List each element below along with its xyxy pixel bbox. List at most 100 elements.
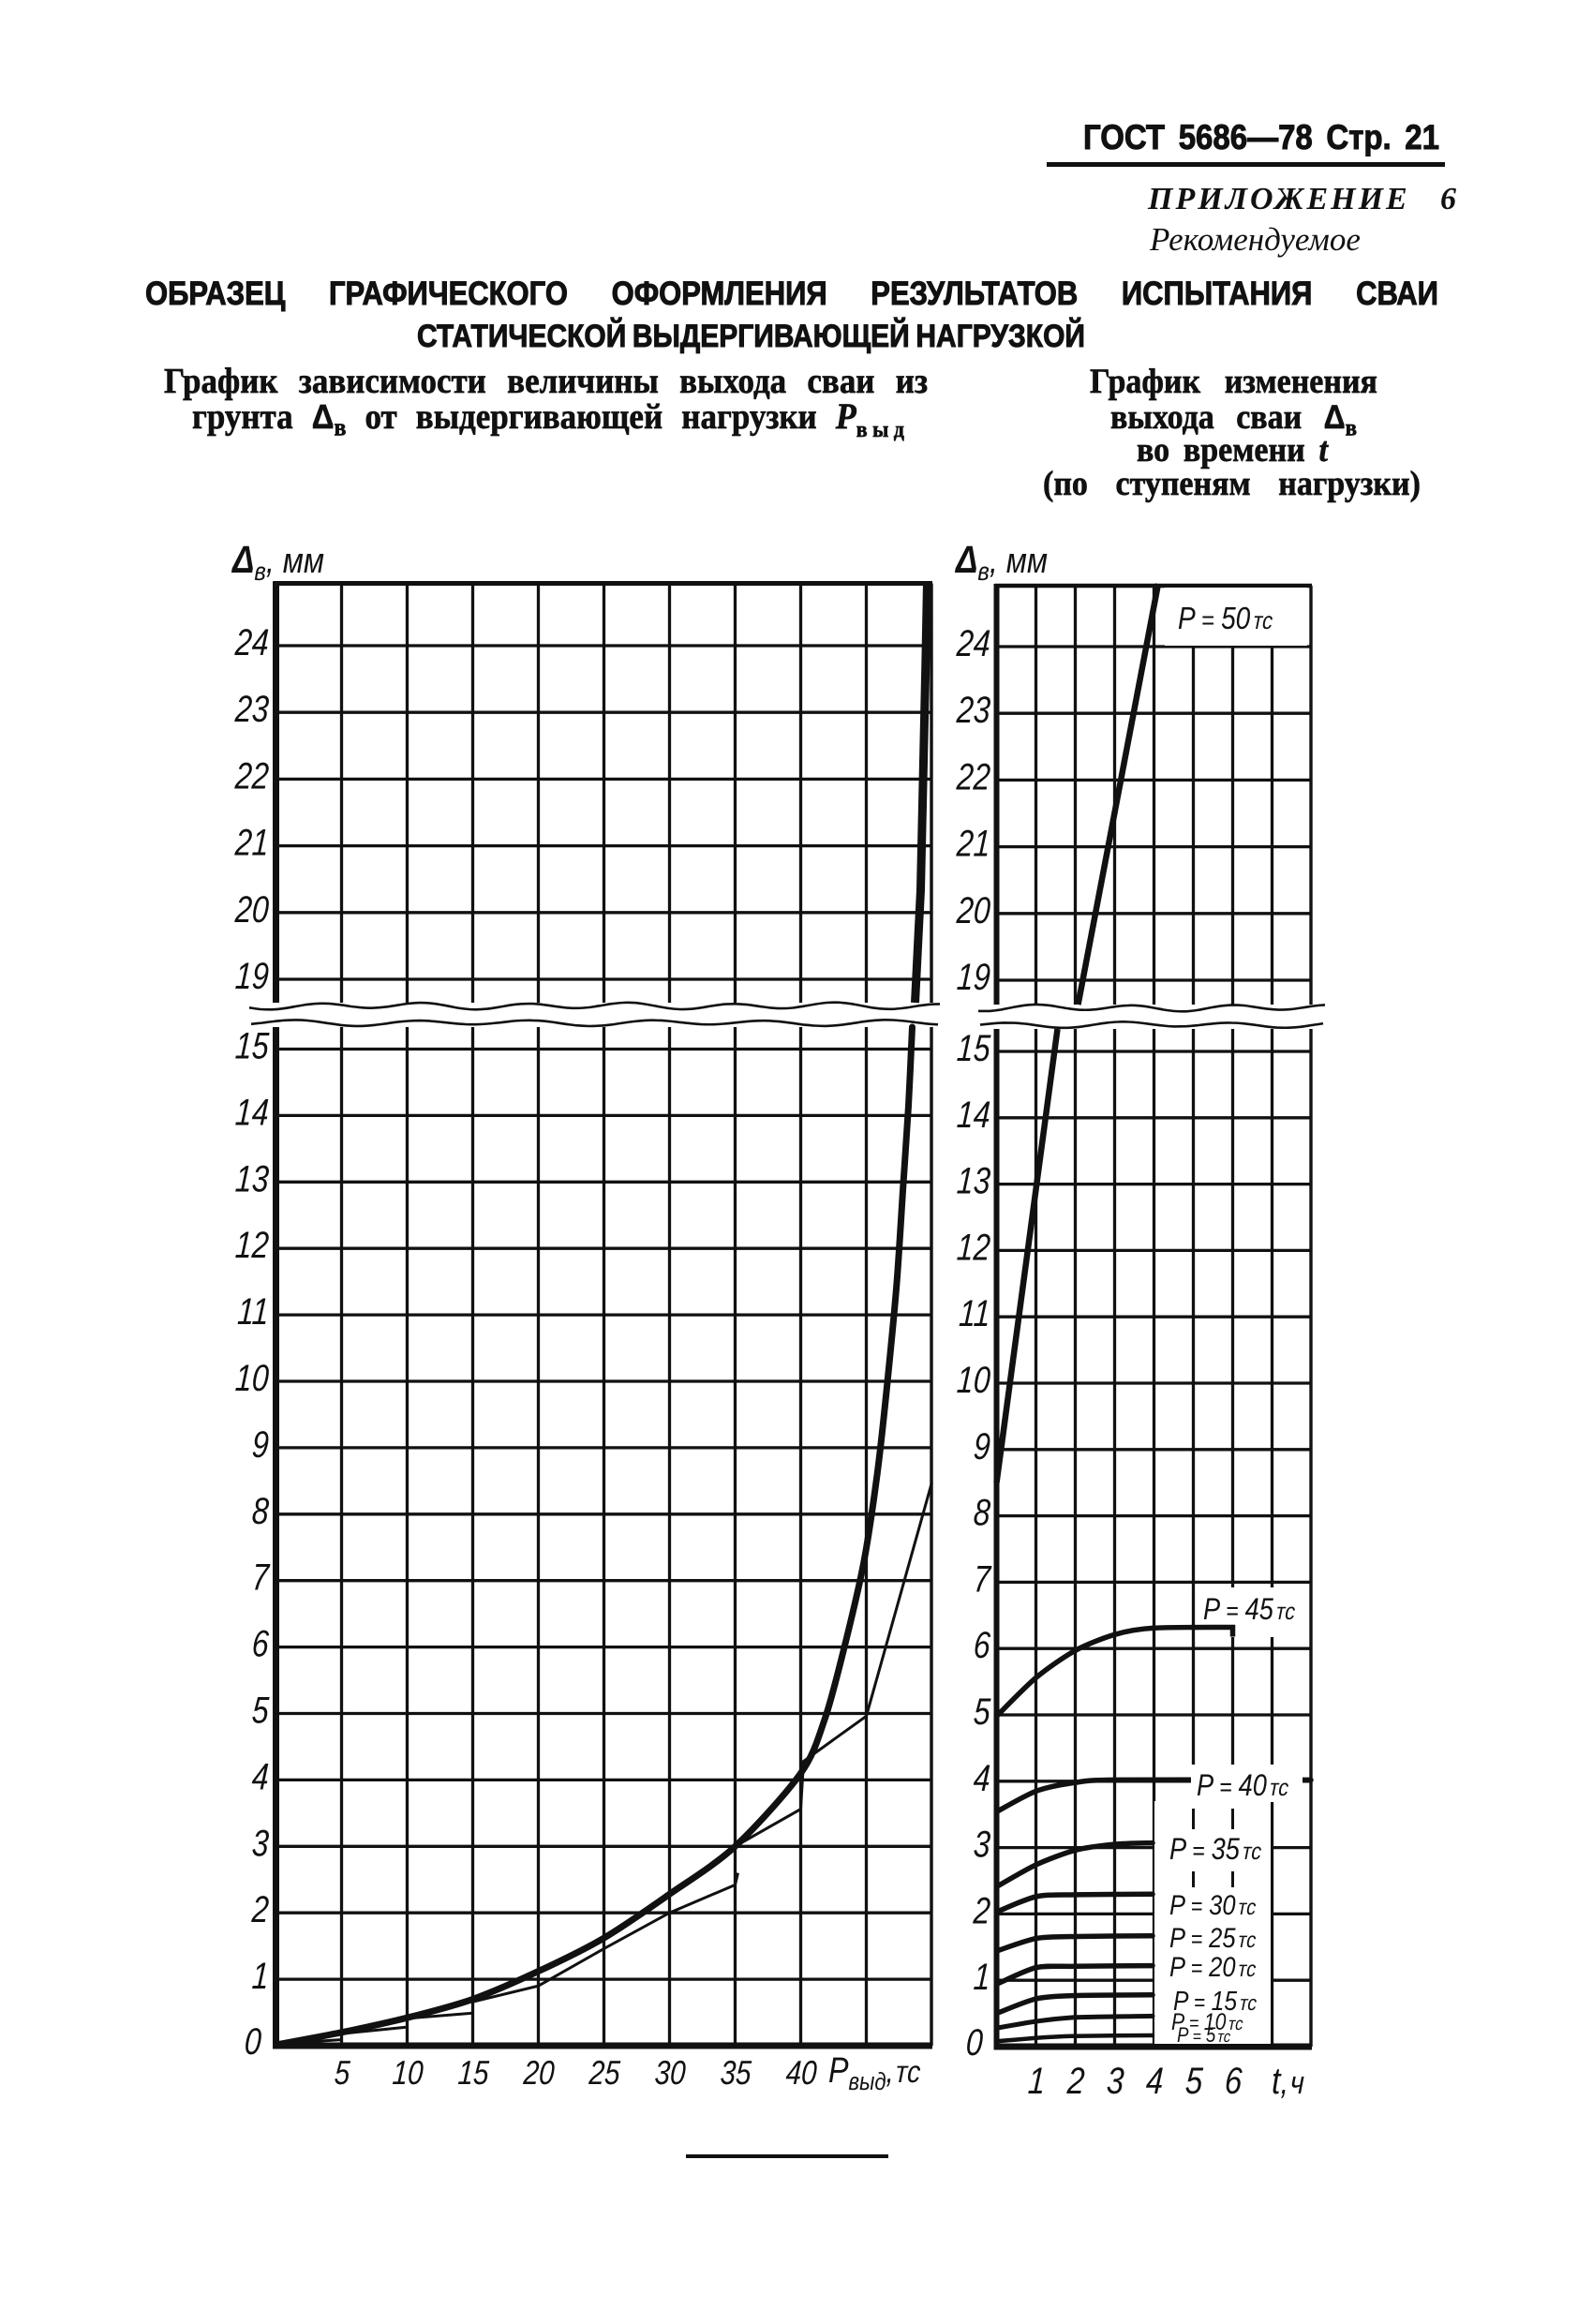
svg-text:8: 8 [251,1489,270,1531]
svg-text:График: График [164,360,278,400]
svg-text:7: 7 [251,1556,272,1598]
svg-text:2: 2 [1065,2060,1086,2102]
svg-text:20: 20 [955,888,991,931]
svg-text:15: 15 [956,1027,992,1069]
svg-text:4: 4 [251,1755,270,1797]
svg-text:45: 45 [1245,1593,1274,1627]
svg-text:25: 25 [588,2053,622,2091]
svg-text:ч: ч [1287,2064,1308,2100]
svg-text:=: = [1219,1773,1232,1801]
svg-text:2: 2 [250,1888,270,1930]
svg-text:Р: Р [1203,1593,1220,1627]
svg-text:зависимости: зависимости [299,360,486,400]
svg-text:Δв: Δв [1324,400,1357,441]
svg-text:ГОСТ: ГОСТ [1083,118,1166,156]
svg-text:сваи: сваи [1236,397,1302,437]
svg-text:10: 10 [1204,2008,1227,2034]
svg-text:времени: времени [1184,430,1305,469]
svg-text:22: 22 [955,755,991,797]
svg-text:выхода: выхода [1110,397,1214,437]
svg-text:9: 9 [251,1423,270,1465]
svg-text:4: 4 [1145,2060,1165,2102]
svg-text:Δ: Δ [231,539,254,581]
svg-text:тс: тс [1238,1992,1259,2016]
svg-text:=: = [1192,1837,1205,1865]
svg-text:25: 25 [1208,1922,1236,1953]
svg-text:ПРИЛОЖЕНИЕ: ПРИЛОЖЕНИЕ [1147,182,1410,216]
svg-text:тс: тс [892,2054,924,2089]
svg-text:14: 14 [234,1091,270,1133]
svg-text:2: 2 [972,1889,991,1931]
svg-text:выдергивающей: выдергивающей [416,396,663,437]
svg-text:15: 15 [1212,1986,1238,2016]
svg-text:=: = [1194,1989,1205,2015]
svg-text:15: 15 [234,1024,271,1066]
svg-text:выд: выд [849,2068,886,2095]
svg-text:Р: Р [1169,1889,1185,1920]
svg-text:=: = [1191,1927,1203,1953]
svg-text:Рв ы д: Рв ы д [835,396,904,443]
svg-text:Р: Р [1169,1922,1185,1953]
svg-text:20: 20 [233,887,270,930]
svg-text:10: 10 [392,2053,425,2091]
svg-text:11: 11 [958,1292,991,1334]
svg-text:Р: Р [1169,1833,1186,1867]
svg-text:10: 10 [234,1357,270,1399]
svg-text:1: 1 [251,1955,270,1997]
svg-text:в: в [254,556,265,586]
svg-text:Р: Р [1197,1769,1213,1803]
svg-text:20: 20 [1208,1951,1236,1982]
svg-text:во: во [1137,430,1169,469]
svg-text:6: 6 [973,1624,992,1666]
svg-text:30: 30 [1209,1889,1236,1920]
svg-text:ВЫДЕРГИВАЮЩЕЙ: ВЫДЕРГИВАЮЩЕЙ [633,318,910,353]
svg-text:5: 5 [251,1689,271,1731]
svg-text:=: = [1191,1956,1203,1982]
svg-text:20: 20 [522,2053,557,2091]
svg-text:Р: Р [1169,1951,1185,1982]
svg-text:1: 1 [1027,2060,1047,2102]
svg-text:в: в [977,556,989,586]
svg-text:4: 4 [973,1756,991,1798]
svg-text:1: 1 [973,1956,991,1998]
svg-text:0: 0 [965,2021,984,2063]
svg-text:изменения: изменения [1225,362,1377,401]
svg-text:,: , [886,2053,894,2090]
svg-text:грунта: грунта [192,396,293,437]
svg-text:3: 3 [973,1823,991,1865]
svg-text:5686—78: 5686—78 [1179,118,1313,156]
svg-text:5: 5 [973,1691,992,1733]
svg-text:5: 5 [334,2053,351,2091]
svg-text:0: 0 [244,2020,262,2063]
svg-text:24: 24 [233,621,270,663]
svg-text:Рекомендуемое: Рекомендуемое [1149,221,1361,258]
svg-text:выхода: выхода [679,360,786,400]
svg-text:6: 6 [1224,2060,1243,2102]
svg-text:(по: (по [1043,464,1088,503]
svg-text:30: 30 [654,2053,688,2091]
svg-text:Стр.: Стр. [1326,118,1391,156]
svg-text:НАГРУЗКОЙ: НАГРУЗКОЙ [916,318,1085,353]
svg-text:19: 19 [234,955,270,997]
svg-text:13: 13 [956,1159,991,1201]
svg-text:Р: Р [1178,602,1196,636]
svg-text:=: = [1191,1894,1203,1920]
svg-text:, мм: , мм [266,542,324,581]
svg-text:нагрузки): нагрузки) [1278,464,1421,503]
svg-text:ИСПЫТАНИЯ: ИСПЫТАНИЯ [1122,276,1313,312]
svg-text:12: 12 [234,1224,270,1266]
svg-text:21: 21 [955,822,991,864]
svg-text:ОФОРМЛЕНИЯ: ОФОРМЛЕНИЯ [612,276,827,312]
svg-text:тс: тс [1216,2028,1233,2046]
svg-text:t: t [1319,430,1329,469]
svg-text:40: 40 [1239,1769,1268,1803]
svg-text:ГРАФИЧЕСКОГО: ГРАФИЧЕСКОГО [329,276,568,312]
svg-text:=: = [1189,2013,1199,2035]
svg-text:ступеням: ступеням [1116,464,1251,503]
svg-text:3: 3 [1106,2060,1125,2102]
svg-text:Р: Р [1177,2025,1189,2048]
svg-text:6: 6 [1440,182,1456,216]
svg-text:24: 24 [955,622,991,664]
svg-text:5: 5 [1206,2025,1216,2048]
svg-text:7: 7 [973,1557,993,1600]
